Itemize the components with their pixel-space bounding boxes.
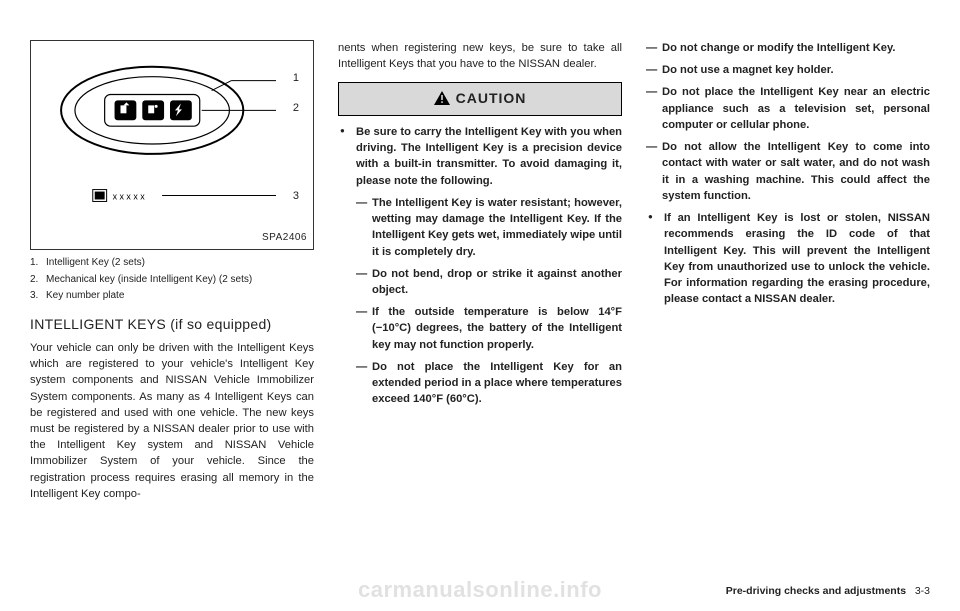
section-heading: INTELLIGENT KEYS (if so equipped) bbox=[30, 314, 314, 334]
col2-dash-1: The Intelligent Key is water resistant; … bbox=[356, 195, 622, 260]
callout-1: 1 bbox=[293, 71, 299, 87]
keytag-text: x x x x x bbox=[113, 191, 146, 201]
legend-1: 1.Intelligent Key (2 sets) bbox=[30, 256, 314, 271]
col3-dash-1: Do not change or modify the Intelligent … bbox=[646, 40, 930, 56]
col2-dash-3: If the outside temperature is below 14°F… bbox=[356, 304, 622, 353]
col3-dash-3: Do not place the Intelligent Key near an… bbox=[646, 84, 930, 133]
caution-heading: CAUTION bbox=[338, 82, 622, 115]
page-footer: Pre-driving checks and adjustments 3-3 bbox=[726, 585, 930, 597]
col3-bullet-list: If an Intelligent Key is lost or stolen,… bbox=[646, 210, 930, 307]
col3-dash-list: Do not change or modify the Intelligent … bbox=[646, 40, 930, 204]
col2-dash-2: Do not bend, drop or strike it against a… bbox=[356, 266, 622, 298]
col2-dash-4: Do not place the Intelligent Key for an … bbox=[356, 359, 622, 408]
caution-label: CAUTION bbox=[456, 90, 527, 106]
legend-2: 2.Mechanical key (inside Intelligent Key… bbox=[30, 273, 314, 288]
callout-2: 2 bbox=[293, 101, 299, 117]
column-middle: nents when registering new keys, be sure… bbox=[338, 40, 622, 540]
col2-intro: nents when registering new keys, be sure… bbox=[338, 40, 622, 72]
column-left: x x x x x 1 2 3 SPA2406 1.Intelligent Ke… bbox=[30, 40, 314, 540]
col2-bullet-list: Be sure to carry the Intelligent Key wit… bbox=[338, 124, 622, 408]
footer-section-label: Pre-driving checks and adjustments bbox=[726, 585, 906, 597]
col3-bullet-1: If an Intelligent Key is lost or stolen,… bbox=[646, 210, 930, 307]
col2-dash-list: The Intelligent Key is water resistant; … bbox=[356, 195, 622, 408]
key-fob-illustration: x x x x x bbox=[31, 41, 313, 249]
col1-body: Your vehicle can only be driven with the… bbox=[30, 340, 314, 502]
figure-label: SPA2406 bbox=[262, 231, 307, 246]
watermark-text: carmanualsonline.info bbox=[358, 577, 602, 603]
callout-3: 3 bbox=[293, 189, 299, 205]
legend-3: 3.Key number plate bbox=[30, 289, 314, 304]
footer-page-number: 3-3 bbox=[915, 585, 930, 597]
col3-dash-4: Do not allow the Intelligent Key to come… bbox=[646, 139, 930, 204]
column-right: Do not change or modify the Intelligent … bbox=[646, 40, 930, 540]
col2-bullet-1: Be sure to carry the Intelligent Key wit… bbox=[338, 124, 622, 408]
key-figure: x x x x x 1 2 3 SPA2406 bbox=[30, 40, 314, 250]
col3-dash-2: Do not use a magnet key holder. bbox=[646, 62, 930, 78]
warning-icon bbox=[434, 90, 450, 110]
